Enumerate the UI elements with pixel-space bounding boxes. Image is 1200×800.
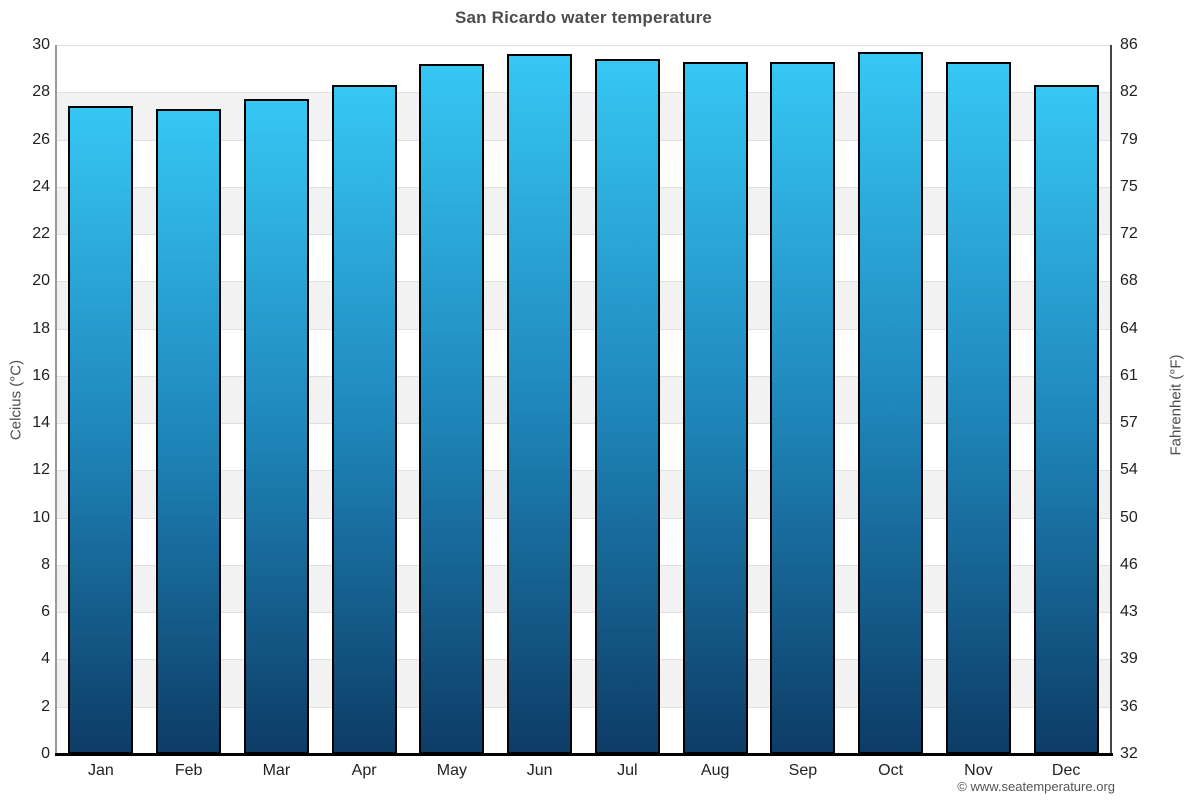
plot-band [57, 328, 1110, 376]
y-tick-label-celsius: 8 [41, 555, 50, 573]
chart-title: San Ricardo water temperature [454, 8, 713, 27]
x-axis-baseline [55, 753, 1113, 756]
y-axis-left-spine [55, 45, 57, 754]
y-tick-label-fahrenheit: 64 [1120, 319, 1138, 337]
bar-oct [858, 52, 924, 754]
plot-band [57, 470, 1110, 518]
x-tick-label: Sep [788, 762, 818, 779]
gridline [57, 423, 1110, 425]
y-tick-label-fahrenheit: 75 [1120, 177, 1138, 195]
y-tick-label-celsius: 20 [32, 272, 50, 290]
y-tick-label-fahrenheit: 32 [1120, 745, 1138, 762]
plot-band [57, 234, 1110, 282]
gridline [57, 186, 1110, 188]
bar-jul [594, 59, 660, 754]
y-tick-label-fahrenheit: 50 [1120, 508, 1138, 526]
y-tick-label-fahrenheit: 39 [1120, 650, 1138, 668]
y-tick-label-celsius: 2 [41, 697, 50, 715]
plot-band [57, 423, 1110, 471]
plot-band [57, 612, 1110, 660]
y-tick-label-celsius: 26 [32, 130, 50, 148]
bar-jun [507, 54, 573, 754]
bar-apr [331, 85, 397, 754]
y-tick-label-celsius: 28 [32, 83, 50, 101]
plot-band [57, 706, 1110, 754]
y-tick-label-celsius: 22 [32, 225, 50, 243]
y-tick-label-celsius: 16 [32, 366, 50, 384]
plot-band [57, 564, 1110, 613]
y-tick-label-fahrenheit: 36 [1120, 697, 1138, 715]
copyright-text: © www.seatemperature.org [957, 779, 1115, 794]
plot-band [57, 659, 1110, 707]
plot-band [57, 517, 1110, 565]
y-tick-label-celsius: 24 [32, 177, 50, 195]
bar-mar [243, 99, 309, 754]
plot-band [57, 139, 1110, 187]
bar-nov [945, 61, 1011, 754]
plot-band [57, 375, 1110, 424]
y-tick-label-fahrenheit: 46 [1120, 555, 1138, 573]
x-tick-label: Nov [964, 762, 993, 779]
y-tick-label-fahrenheit: 61 [1120, 366, 1138, 384]
y-axis-left-title: Celcius (°C) [7, 359, 25, 441]
y-tick-label-celsius: 30 [32, 36, 50, 53]
gridline [57, 139, 1110, 141]
y-tick-label-fahrenheit: 68 [1120, 272, 1138, 290]
gridline [57, 45, 1110, 46]
bar-may [419, 63, 485, 754]
y-tick-label-celsius: 10 [32, 508, 50, 526]
x-tick-label: Mar [262, 762, 291, 779]
y-tick-label-celsius: 0 [41, 745, 50, 762]
y-tick-label-fahrenheit: 82 [1120, 83, 1138, 101]
x-tick-label: Oct [878, 762, 904, 779]
bar-dec [1033, 85, 1099, 754]
plot-band [57, 92, 1110, 140]
y-tick-label-celsius: 18 [32, 319, 50, 337]
y-axis-right-title: Fahrenheit (°F) [1167, 354, 1185, 456]
bar-jan [68, 106, 134, 754]
plot-band [57, 281, 1110, 329]
gridline [57, 375, 1110, 377]
y-tick-label-celsius: 6 [41, 603, 50, 621]
x-tick-label: Jun [526, 762, 553, 779]
gridline [57, 564, 1110, 566]
y-tick-label-fahrenheit: 43 [1120, 603, 1138, 621]
x-tick-label: Apr [351, 762, 377, 779]
bar-feb [156, 108, 222, 754]
y-tick-label-fahrenheit: 79 [1120, 130, 1138, 148]
plot-band [57, 45, 1110, 93]
x-tick-label: Dec [1051, 762, 1081, 779]
x-tick-label: Jul [617, 762, 638, 779]
x-tick-label: Jan [87, 762, 114, 779]
y-tick-label-fahrenheit: 57 [1120, 414, 1138, 432]
plot-band [57, 186, 1110, 235]
y-tick-label-fahrenheit: 54 [1120, 461, 1138, 479]
y-tick-label-celsius: 12 [32, 461, 50, 479]
bar-aug [682, 61, 748, 754]
plot-area [57, 45, 1110, 754]
gridline [57, 234, 1110, 236]
gridline [57, 92, 1110, 94]
gridline [57, 517, 1110, 519]
gridline [57, 612, 1110, 614]
x-tick-label: Aug [700, 762, 730, 779]
y-tick-label-celsius: 4 [41, 650, 50, 668]
gridline [57, 281, 1110, 283]
gridline [57, 328, 1110, 330]
y-tick-label-fahrenheit: 72 [1120, 225, 1138, 243]
gridline [57, 470, 1110, 472]
x-tick-label: Feb [174, 762, 203, 779]
bar-sep [770, 61, 836, 754]
y-tick-label-fahrenheit: 86 [1120, 36, 1138, 53]
x-tick-label: May [436, 762, 467, 779]
y-tick-label-celsius: 14 [32, 414, 50, 432]
gridline [57, 706, 1110, 708]
gridline [57, 659, 1110, 661]
y-axis-right-spine [1110, 45, 1112, 754]
